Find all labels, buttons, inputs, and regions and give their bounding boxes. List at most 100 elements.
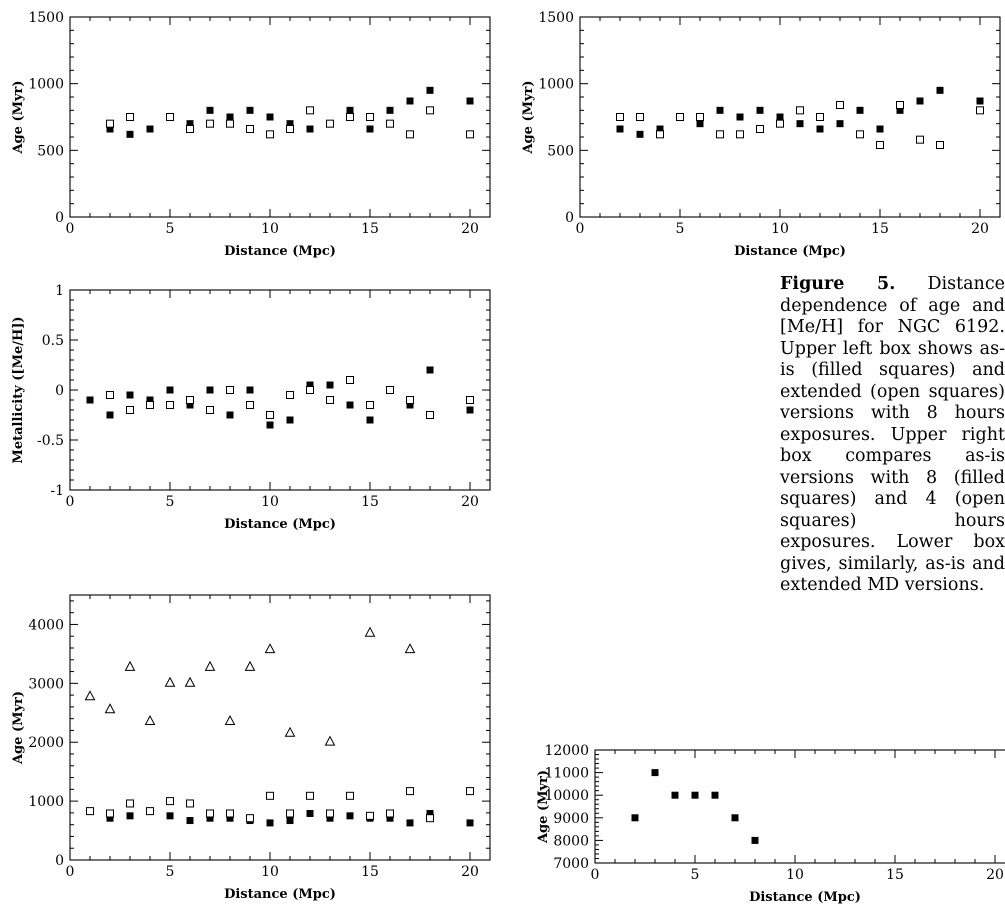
point-filled-square (186, 401, 194, 409)
point-filled-square (106, 411, 114, 419)
point-open-square (126, 406, 134, 414)
y-tick-label: 1000 (28, 794, 64, 810)
point-filled-square (916, 97, 924, 105)
point-filled-square (466, 406, 474, 414)
x-tick-label: 20 (986, 867, 1004, 883)
point-filled-square (186, 120, 194, 128)
point-filled-square (306, 809, 314, 817)
point-open-square (306, 386, 314, 394)
point-open-triangle (264, 643, 276, 654)
point-open-triangle (104, 703, 116, 714)
y-tick-label: 1500 (28, 10, 64, 26)
point-filled-square (936, 86, 944, 94)
point-filled-square (426, 86, 434, 94)
point-filled-square (106, 125, 114, 133)
point-filled-square (696, 120, 704, 128)
point-filled-square (671, 791, 679, 799)
y-tick-label: 10000 (544, 788, 589, 804)
chart-lower-left: 0 5 10 15 20 0 1000 2000 3000 4000 Distance (Mpc) A… (11, 594, 491, 902)
point-open-triangle (184, 676, 196, 687)
y-tick-label: 12000 (544, 743, 589, 759)
plot-frame (594, 749, 1005, 864)
point-open-square (656, 130, 664, 139)
point-filled-square (146, 396, 154, 404)
point-filled-square (366, 416, 374, 424)
point-filled-square (246, 386, 254, 394)
point-open-triangle (144, 714, 156, 726)
point-open-square (876, 141, 884, 149)
y-axis-label: Metallicity ([Me/H]) (11, 316, 26, 463)
point-filled-square (286, 120, 294, 128)
point-filled-square (326, 381, 334, 389)
point-open-square (86, 807, 94, 816)
point-filled-square (816, 125, 824, 133)
point-open-square (426, 411, 434, 419)
point-open-square (346, 376, 354, 384)
x-tick-label: 0 (576, 221, 585, 237)
point-open-square (346, 791, 354, 800)
point-open-square (916, 135, 924, 144)
x-tick-label: 20 (461, 494, 479, 510)
point-filled-square (306, 381, 314, 389)
point-filled-square (346, 401, 354, 409)
point-filled-square (126, 812, 134, 820)
point-open-square (616, 113, 624, 121)
plot-frame (69, 289, 491, 491)
point-open-square (146, 401, 154, 409)
point-open-square (246, 125, 254, 133)
point-filled-square (166, 386, 174, 394)
point-filled-square (406, 819, 414, 827)
point-open-square (976, 106, 984, 115)
point-open-square (306, 791, 314, 800)
point-filled-square (206, 814, 214, 822)
y-tick-label: -0.5 (37, 433, 64, 449)
point-open-square (206, 809, 214, 818)
point-filled-square (126, 130, 134, 138)
point-open-triangle (324, 735, 336, 746)
point-filled-square (736, 113, 744, 121)
point-filled-square (246, 106, 254, 114)
x-tick-label: 20 (971, 221, 989, 237)
point-open-square (406, 396, 414, 404)
point-filled-square (426, 366, 434, 374)
y-tick-label: 1500 (538, 10, 574, 26)
chart-upper-right: 0 5 10 15 20 0 500 1000 1500 Distance (Mpc) Age (M… (521, 10, 1001, 259)
point-open-square (126, 799, 134, 808)
point-filled-square (466, 819, 474, 827)
chart-lower-right: 0 5 10 15 20 7000 8000 9000 10000 11000 12000 Dista… (536, 743, 1005, 905)
point-open-triangle (284, 726, 296, 737)
y-axis-label: Age (Myr) (11, 80, 26, 154)
x-tick-label: 10 (261, 494, 279, 510)
point-filled-square (346, 812, 354, 820)
point-open-square (286, 391, 294, 399)
point-filled-square (266, 113, 274, 121)
point-open-triangle (84, 690, 96, 701)
point-filled-square (126, 391, 134, 399)
x-tick-label: 20 (461, 221, 479, 237)
x-tick-label: 10 (786, 867, 804, 883)
chart-upper-left: 0 5 10 15 20 0 500 1000 1500 Distance (Mpc) Age (M… (11, 10, 491, 259)
x-tick-label: 15 (361, 494, 379, 510)
y-axis-label: Age (Myr) (521, 80, 536, 154)
point-open-square (676, 113, 684, 121)
point-open-square (696, 113, 704, 121)
point-open-square (386, 119, 394, 128)
x-tick-label: 15 (361, 221, 379, 237)
x-tick-label: 15 (871, 221, 889, 237)
point-filled-square (731, 814, 739, 822)
point-open-square (266, 791, 274, 800)
point-filled-square (636, 130, 644, 138)
caption-text: Distance dependence of age and [Me/H] fo… (780, 274, 1005, 595)
point-filled-square (346, 106, 354, 114)
x-tick-label: 10 (771, 221, 789, 237)
y-tick-label: 1 (55, 283, 64, 299)
point-filled-square (146, 125, 154, 133)
point-filled-square (186, 817, 194, 825)
point-open-square (266, 411, 274, 419)
point-filled-square (266, 421, 274, 429)
point-open-square (756, 125, 764, 133)
point-open-square (366, 401, 374, 409)
point-filled-square (876, 125, 884, 133)
point-open-triangle (244, 660, 256, 671)
point-filled-square (106, 814, 114, 822)
